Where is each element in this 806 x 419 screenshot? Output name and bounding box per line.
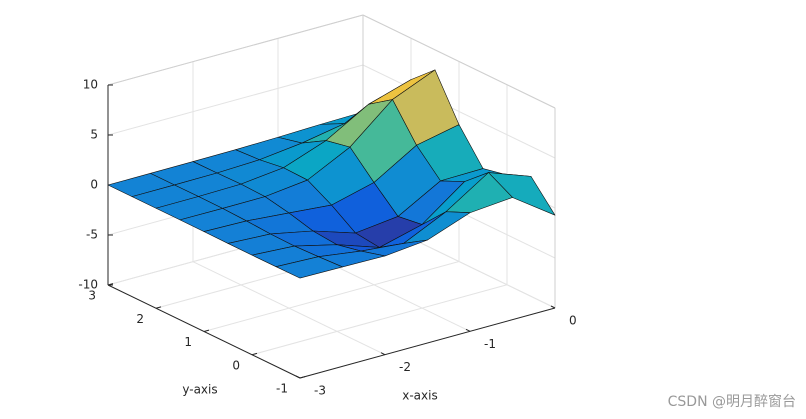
box-edge	[107, 14, 364, 86]
axis-line	[299, 307, 556, 379]
x-tick	[295, 375, 301, 379]
x-tick-label: -2	[399, 360, 411, 374]
z-tick-label: 0	[90, 178, 98, 192]
grid-line	[107, 64, 364, 136]
y-tick-label: 3	[88, 289, 96, 303]
x-tick-label: -1	[484, 337, 496, 351]
x-axis-label: x-axis	[402, 389, 437, 403]
x-tick	[550, 305, 556, 309]
x-tick-label: 0	[569, 314, 577, 328]
grid-line	[203, 261, 460, 332]
x-tick-label: -3	[314, 384, 326, 398]
y-tick	[299, 376, 306, 379]
y-tick	[203, 329, 210, 332]
watermark: CSDN @明月醉窗台	[668, 393, 796, 410]
y-tick-label: 2	[136, 312, 144, 326]
z-tick-label: -5	[86, 228, 98, 242]
y-tick	[251, 352, 258, 356]
z-tick-label: 10	[83, 78, 98, 92]
grid-line	[251, 284, 508, 356]
y-tick-label: 1	[184, 335, 192, 349]
y-tick-label: -1	[276, 382, 288, 396]
x-tick	[465, 328, 471, 332]
box-edge	[362, 14, 556, 109]
y-axis-label: y-axis	[182, 383, 217, 397]
x-tick	[380, 352, 386, 356]
grid-line	[362, 64, 556, 159]
z-tick-label: 5	[90, 128, 98, 142]
surface-patch	[275, 256, 343, 279]
y-tick-label: 0	[232, 358, 240, 372]
y-tick	[155, 306, 162, 309]
z-tick-label: -10	[78, 278, 98, 292]
y-tick	[107, 283, 114, 286]
